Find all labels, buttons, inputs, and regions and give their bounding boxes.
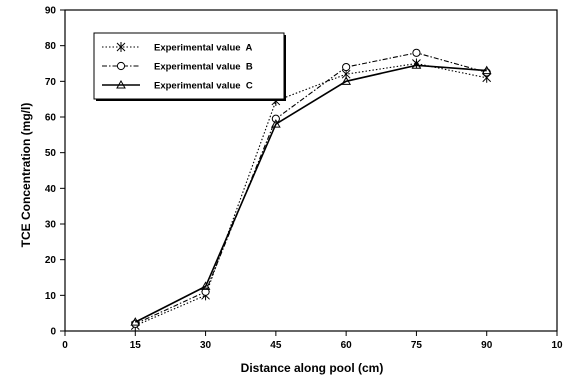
data-point — [200, 281, 211, 290]
y-tick-label: 60 — [45, 113, 57, 124]
series-3 — [130, 60, 492, 326]
data-point — [201, 287, 210, 296]
series-line — [134, 64, 487, 323]
y-tick-label: 20 — [45, 255, 57, 266]
y-tick-label: 70 — [45, 77, 57, 88]
x-tick-label: 30 — [200, 340, 212, 351]
series-line — [135, 52, 487, 325]
legend-label: Experimental value C — [154, 81, 253, 92]
x-tick-label: 10 — [551, 340, 563, 351]
legend: Experimental value A Experimental value B… — [93, 32, 286, 101]
axes — [64, 9, 558, 332]
legend-label: Experimental value B — [154, 62, 253, 73]
legend-marker — [116, 79, 126, 89]
legend-marker — [116, 61, 126, 71]
y-axis-title: TCE Concentration (mg/l) — [19, 103, 33, 248]
x-tick-label: 45 — [270, 340, 282, 351]
x-axis-title: Distance along pool (cm) — [241, 361, 384, 375]
data-point — [130, 317, 141, 326]
x-tick-label: 90 — [481, 340, 493, 351]
series-layer — [130, 48, 492, 331]
legend-marker — [116, 42, 126, 52]
data-point — [342, 62, 351, 72]
y-tick-label: 10 — [45, 291, 57, 302]
data-point — [481, 65, 492, 75]
x-tick-label: 0 — [62, 340, 68, 351]
data-point — [270, 119, 281, 128]
legend-label: Experimental value A — [154, 43, 253, 54]
y-tick-label: 30 — [45, 220, 57, 231]
x-tick-label: 60 — [341, 340, 353, 351]
ticks: 0 15 30 45 60 75 90 10 0 10 20 30 40 50 60 70 80 90 — [45, 6, 563, 352]
y-tick-label: 0 — [50, 327, 56, 338]
x-tick-label: 75 — [411, 340, 423, 351]
y-tick-label: 90 — [45, 6, 57, 17]
y-tick-label: 40 — [45, 184, 57, 195]
data-point — [271, 114, 280, 123]
data-point — [411, 60, 422, 69]
data-point — [412, 48, 421, 57]
y-tick-label: 80 — [45, 41, 57, 52]
y-tick-label: 50 — [45, 148, 57, 159]
plot-frame — [64, 9, 558, 332]
data-point — [341, 76, 352, 85]
x-tick-label: 15 — [130, 340, 142, 351]
